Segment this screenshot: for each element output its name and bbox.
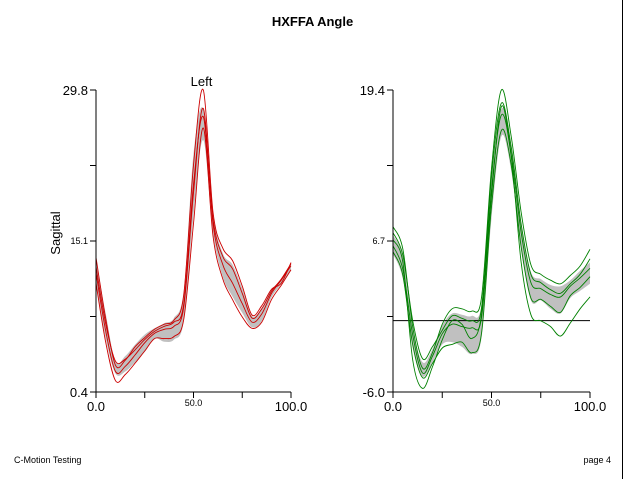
footer-page-number: page 4: [583, 455, 611, 465]
left-panel-y-tick-label: 0.4: [70, 385, 88, 400]
left-panel-y-tick-label: 29.8: [63, 83, 88, 98]
right-panel-trial-line-5: [392, 102, 591, 361]
left-panel-trial-line-3: [95, 127, 292, 383]
left-panel-x-tick-label: 50.0: [185, 398, 203, 408]
right-panel-trial-line-4: [392, 113, 591, 389]
right-panel-trial-line-3: [392, 128, 591, 379]
left-panel-title: Left: [191, 74, 213, 89]
left-panel-y-tick-label: 15.1: [70, 236, 88, 246]
right-panel-trial-line-1: [392, 89, 591, 370]
left-panel-trial-line-1: [95, 88, 292, 369]
page-frame-edge: [622, 0, 623, 479]
left-panel-trial-line-2: [95, 108, 292, 374]
left-panel-trial-line-4: [95, 116, 292, 365]
left-panel-sd-band: [96, 107, 291, 376]
chart-title: HXFFA Angle: [271, 14, 354, 29]
right-panel-y-tick-label: 6.7: [372, 236, 385, 246]
right-panel-x-tick-label: 50.0: [483, 398, 501, 408]
footer-company: C-Motion Testing: [14, 455, 82, 465]
left-panel-x-tick-label: 100.0: [275, 399, 308, 414]
right-panel-x-tick-label: 0.0: [384, 399, 402, 414]
right-panel-y-tick-label: 19.4: [360, 83, 385, 98]
left-panel-y-label: Sagittal: [48, 211, 63, 254]
right-panel-trial-line-2: [392, 105, 591, 375]
right-panel-x-tick-label: 100.0: [574, 399, 607, 414]
left-panel-x-tick-label: 0.0: [87, 399, 105, 414]
right-panel-y-tick-label: -6.0: [363, 385, 385, 400]
